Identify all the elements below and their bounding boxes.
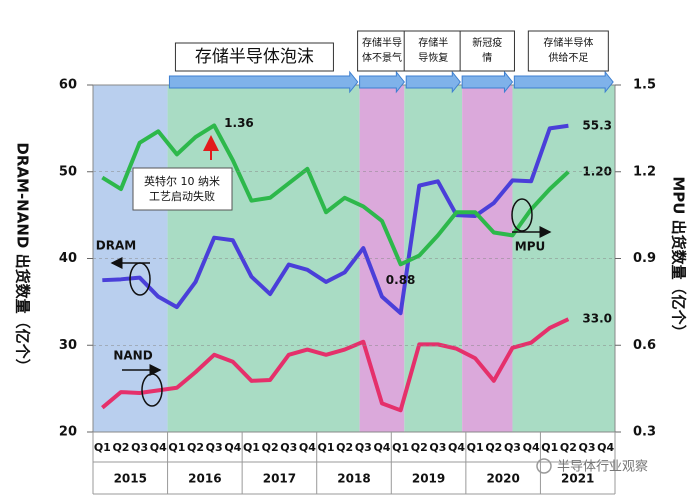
x-tick-label: Q3 xyxy=(206,441,223,454)
period-arrow xyxy=(168,70,359,94)
period-arrow xyxy=(461,70,514,94)
value-label: 55.3 xyxy=(582,118,612,132)
period-label: 存储半 xyxy=(418,36,448,49)
y2-tick-label: 0.6 xyxy=(633,338,656,353)
x-tick-label: Q3 xyxy=(131,441,148,454)
period-box xyxy=(357,30,407,72)
y2-axis-title: MPU 出货数量（亿个） xyxy=(670,176,688,339)
x-tick-label: Q1 xyxy=(243,441,260,454)
y-tick-label: 50 xyxy=(59,164,77,179)
period-box xyxy=(459,30,515,72)
value-label: 1.20 xyxy=(582,164,612,178)
callout-ring xyxy=(511,198,533,232)
period-box xyxy=(527,30,609,72)
annotation-text: 工艺启动失败 xyxy=(149,189,215,203)
year-label: 2021 xyxy=(561,472,594,486)
x-tick-label: Q4 xyxy=(523,441,540,454)
year-label: 2018 xyxy=(337,472,370,486)
y-tick-label: 40 xyxy=(59,251,77,266)
year-label: 2015 xyxy=(114,472,147,486)
period-label: 存储半导体泡沫 xyxy=(195,47,314,67)
x-tick-label: Q3 xyxy=(504,441,521,454)
x-tick-label: Q4 xyxy=(373,441,390,454)
period-box xyxy=(403,30,463,72)
y-tick-label: 60 xyxy=(59,78,77,93)
y2-tick-label: 0.9 xyxy=(633,251,656,266)
watermark-icon xyxy=(536,458,552,474)
x-tick-label: Q1 xyxy=(541,441,558,454)
period-label: 体不景气 xyxy=(362,51,402,64)
y2-tick-label: 0.3 xyxy=(633,425,656,440)
year-label: 2017 xyxy=(263,472,296,486)
x-tick-label: Q1 xyxy=(94,441,111,454)
series-line xyxy=(102,123,569,316)
x-tick-label: Q3 xyxy=(355,441,372,454)
period-label: 新冠疫 xyxy=(472,36,502,49)
y-tick-label: 20 xyxy=(59,425,77,440)
period-arrow xyxy=(405,70,461,94)
x-tick-label: Q2 xyxy=(112,441,129,454)
period-shade xyxy=(462,85,513,432)
period-label: 情 xyxy=(482,51,492,64)
period-label: 导恢复 xyxy=(418,51,448,64)
x-tick-label: Q2 xyxy=(411,441,428,454)
series-name: NAND xyxy=(113,349,152,363)
x-tick-label: Q1 xyxy=(467,441,484,454)
value-label: 33.0 xyxy=(582,312,612,326)
x-tick-label: Q4 xyxy=(150,441,167,454)
x-tick-label: Q4 xyxy=(299,441,316,454)
annotation-box xyxy=(132,167,233,211)
period-arrow xyxy=(359,70,405,94)
x-tick-label: Q1 xyxy=(168,441,185,454)
annotation-text: 英特尔 10 纳米 xyxy=(144,174,220,188)
x-tick-label: Q1 xyxy=(392,441,409,454)
x-tick-label: Q3 xyxy=(429,441,446,454)
plot: 55.3 33.0 1.36 0.88 1.20 xyxy=(101,116,612,413)
year-label: 2019 xyxy=(412,472,445,486)
year-label: 2016 xyxy=(188,472,221,486)
x-tick-label: Q4 xyxy=(597,441,614,454)
period-label: 供给不足 xyxy=(548,51,588,64)
period-label: 存储半导体 xyxy=(543,36,593,49)
x-tick-label: Q2 xyxy=(485,441,502,454)
y-axis-title: DRAM-NAND 出货数量（亿个） xyxy=(14,142,32,373)
value-label: 0.88 xyxy=(386,273,416,287)
x-tick-label: Q4 xyxy=(224,441,241,454)
x-tick-label: Q2 xyxy=(560,441,577,454)
y2-tick-label: 1.2 xyxy=(633,164,656,179)
x-tick-label: Q1 xyxy=(318,441,335,454)
series-name: DRAM xyxy=(96,239,136,253)
value-label: 1.36 xyxy=(224,116,254,130)
series-line xyxy=(101,317,570,413)
period-arrow xyxy=(513,70,614,94)
x-tick-label: Q3 xyxy=(579,441,596,454)
x-tick-label: Q2 xyxy=(336,441,353,454)
x-tick-label: Q2 xyxy=(187,441,204,454)
watermark: 半导体行业观察 xyxy=(557,460,648,475)
x-tick-label: Q4 xyxy=(448,441,465,454)
y2-tick-label: 1.5 xyxy=(633,78,656,93)
year-label: 2020 xyxy=(486,472,519,486)
period-label: 存储半导 xyxy=(362,36,402,49)
x-tick-label: Q3 xyxy=(280,441,297,454)
x-tick-label: Q2 xyxy=(262,441,279,454)
series-line xyxy=(101,123,570,267)
series-name: MPU xyxy=(515,240,545,254)
period-box xyxy=(174,42,334,72)
y-tick-label: 30 xyxy=(59,338,77,353)
